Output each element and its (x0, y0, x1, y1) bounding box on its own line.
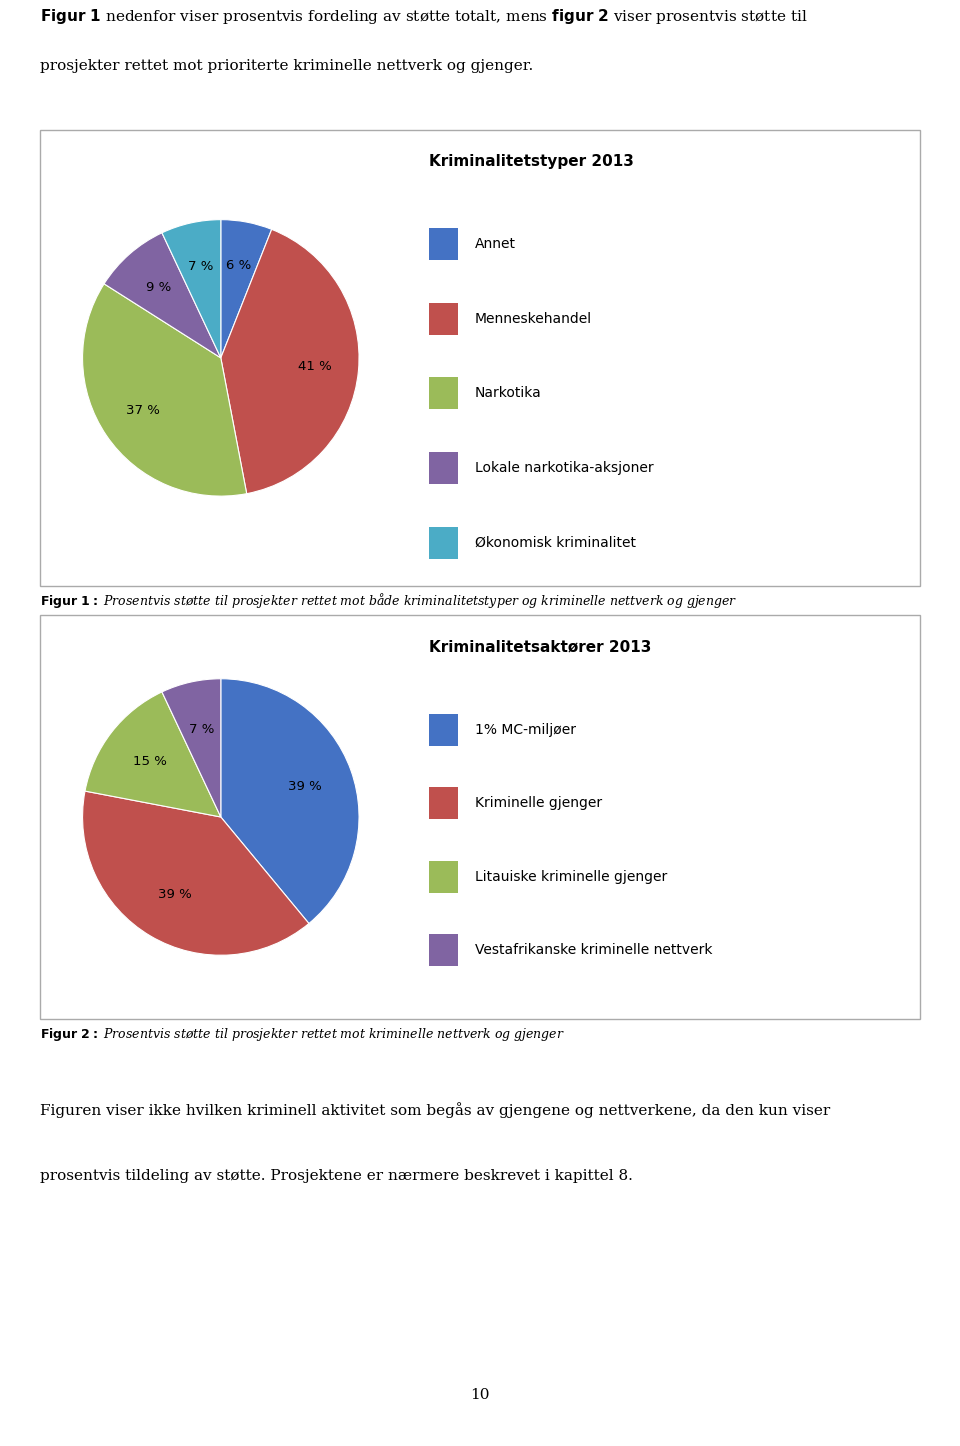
FancyBboxPatch shape (429, 302, 459, 334)
Text: 6 %: 6 % (226, 259, 251, 272)
Text: Kriminalitetsaktører 2013: Kriminalitetsaktører 2013 (429, 639, 651, 655)
FancyBboxPatch shape (429, 377, 459, 409)
FancyBboxPatch shape (429, 860, 459, 892)
Text: prosentvis tildeling av støtte. Prosjektene er nærmere beskrevet i kapittel 8.: prosentvis tildeling av støtte. Prosjekt… (40, 1168, 634, 1183)
FancyBboxPatch shape (40, 130, 920, 586)
FancyBboxPatch shape (429, 714, 459, 746)
Wedge shape (221, 220, 272, 357)
Text: 7 %: 7 % (188, 723, 214, 736)
Text: Annet: Annet (474, 237, 516, 252)
Wedge shape (83, 791, 309, 956)
Text: $\mathbf{Figur\ 1}$ nedenfor viser prosentvis fordeling av støtte totalt, mens $: $\mathbf{Figur\ 1}$ nedenfor viser prose… (40, 7, 807, 26)
Text: 7 %: 7 % (187, 260, 213, 273)
Text: Litauiske kriminelle gjenger: Litauiske kriminelle gjenger (474, 869, 667, 884)
Text: 9 %: 9 % (146, 281, 171, 294)
Text: 39 %: 39 % (158, 888, 192, 901)
Wedge shape (162, 678, 221, 817)
Text: Kriminelle gjenger: Kriminelle gjenger (474, 797, 602, 810)
Text: 37 %: 37 % (126, 405, 160, 418)
FancyBboxPatch shape (429, 787, 459, 820)
Text: prosjekter rettet mot prioriterte kriminelle nettverk og gjenger.: prosjekter rettet mot prioriterte krimin… (40, 59, 534, 72)
FancyBboxPatch shape (429, 526, 459, 558)
Text: 15 %: 15 % (132, 755, 167, 768)
FancyBboxPatch shape (429, 453, 459, 484)
Wedge shape (221, 678, 359, 924)
Text: Menneskehandel: Menneskehandel (474, 312, 591, 325)
Wedge shape (221, 230, 359, 493)
Text: Narkotika: Narkotika (474, 386, 541, 401)
Wedge shape (104, 233, 221, 357)
Text: $\mathbf{Figur\ 2:}$ Prosentvis støtte til prosjekter rettet mot kriminelle nett: $\mathbf{Figur\ 2:}$ Prosentvis støtte t… (40, 1027, 565, 1043)
Text: $\mathbf{Figur\ 1:}$ Prosentvis støtte til prosjekter rettet mot både kriminalit: $\mathbf{Figur\ 1:}$ Prosentvis støtte t… (40, 591, 737, 610)
Text: 41 %: 41 % (298, 360, 331, 373)
Text: 1% MC-miljøer: 1% MC-miljøer (474, 723, 576, 737)
Text: Kriminalitetstyper 2013: Kriminalitetstyper 2013 (429, 155, 634, 169)
Wedge shape (83, 283, 247, 496)
Wedge shape (162, 220, 221, 357)
Text: Vestafrikanske kriminelle nettverk: Vestafrikanske kriminelle nettverk (474, 943, 712, 957)
Text: Lokale narkotika-aksjoner: Lokale narkotika-aksjoner (474, 461, 653, 474)
FancyBboxPatch shape (40, 615, 920, 1019)
FancyBboxPatch shape (429, 934, 459, 966)
FancyBboxPatch shape (429, 228, 459, 260)
Text: Figuren viser ikke hvilken kriminell aktivitet som begås av gjengene og nettverk: Figuren viser ikke hvilken kriminell akt… (40, 1102, 830, 1118)
Text: Økonomisk kriminalitet: Økonomisk kriminalitet (474, 535, 636, 549)
Text: 39 %: 39 % (288, 779, 323, 792)
Wedge shape (85, 691, 221, 817)
Text: 10: 10 (470, 1388, 490, 1403)
